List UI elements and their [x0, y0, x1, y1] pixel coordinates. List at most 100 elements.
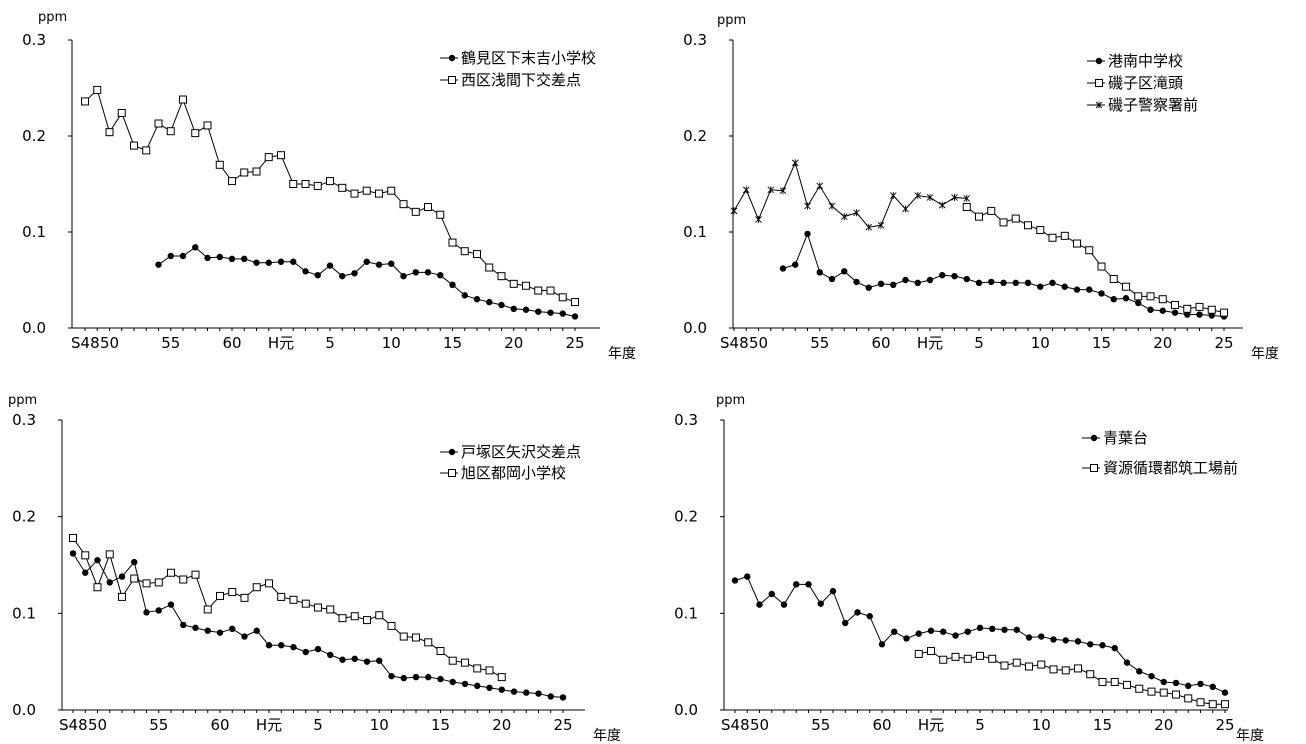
- data-point-series-1: [339, 657, 345, 663]
- data-point-series-1: [732, 577, 738, 583]
- data-point-series-2: [988, 207, 995, 214]
- x-tick-label: 55: [149, 716, 168, 734]
- data-point-series-1: [853, 279, 859, 285]
- y-tick-label: 0.1: [12, 604, 36, 622]
- legend-marker: [1091, 465, 1098, 472]
- data-point-series-2: [131, 142, 138, 149]
- data-point-series-2: [278, 593, 285, 600]
- data-point-series-1: [339, 273, 345, 279]
- asterisk-stroke: [866, 224, 872, 230]
- x-unit-label: 年度: [1236, 728, 1264, 744]
- data-point-series-2: [1148, 688, 1155, 695]
- data-point-series-1: [1147, 307, 1153, 313]
- data-point-series-2: [1038, 661, 1045, 668]
- data-point-series-2: [1098, 263, 1105, 270]
- x-unit-label: 年度: [593, 728, 621, 744]
- data-point-series-2: [1086, 247, 1093, 254]
- data-point-series-1: [879, 641, 885, 647]
- x-tick-label: 15: [1092, 334, 1111, 352]
- data-point-series-1: [965, 629, 971, 635]
- data-point-series-1: [977, 625, 983, 631]
- legend-label: 青葉台: [1103, 429, 1148, 447]
- asterisk-stroke: [731, 208, 737, 214]
- data-point-series-2: [339, 615, 346, 622]
- data-point-series-1: [829, 276, 835, 282]
- data-point-series-2: [241, 594, 248, 601]
- data-point-series-2: [327, 178, 334, 185]
- data-point-series-1: [988, 279, 994, 285]
- series-line-2: [73, 538, 502, 677]
- x-tick-label: 25: [1215, 716, 1234, 734]
- asterisk-stroke: [903, 206, 909, 212]
- data-point-series-2: [106, 551, 113, 558]
- data-point-series-3: [841, 213, 847, 220]
- series-line-2: [967, 207, 1224, 313]
- legend-label: 戸塚区矢沢交差点: [461, 443, 581, 461]
- y-tick-label: 0.3: [12, 411, 36, 429]
- data-point-series-1: [266, 642, 272, 648]
- x-tick-label: 10: [370, 716, 389, 734]
- data-point-series-1: [192, 244, 198, 250]
- data-point-series-2: [351, 190, 358, 197]
- data-point-series-2: [168, 569, 175, 576]
- data-point-series-1: [376, 658, 382, 664]
- asterisk-stroke: [1096, 102, 1102, 108]
- legend-label: 磯子区滝頭: [1108, 74, 1183, 92]
- data-point-series-1: [511, 688, 517, 694]
- data-point-series-2: [1001, 662, 1008, 669]
- data-point-series-1: [1086, 286, 1092, 292]
- x-tick-label: 20: [492, 716, 511, 734]
- data-point-series-3: [731, 207, 737, 214]
- data-point-series-2: [253, 584, 260, 591]
- data-point-series-1: [425, 269, 431, 275]
- data-point-series-1: [82, 570, 88, 576]
- data-point-series-1: [143, 609, 149, 615]
- x-tick-label: 25: [553, 716, 572, 734]
- data-point-series-2: [486, 667, 493, 674]
- data-point-series-2: [412, 208, 419, 215]
- data-point-series-1: [854, 609, 860, 615]
- data-point-series-2: [363, 187, 370, 194]
- data-point-series-2: [523, 282, 530, 289]
- data-point-series-1: [499, 687, 505, 693]
- x-tick-label: 15: [1093, 716, 1112, 734]
- legend-marker: [1091, 435, 1097, 441]
- series-line-1: [73, 553, 563, 697]
- data-point-series-1: [781, 601, 787, 607]
- data-point-series-1: [560, 694, 566, 700]
- data-point-series-3: [939, 202, 945, 209]
- data-point-series-1: [1161, 679, 1167, 685]
- data-point-series-1: [927, 277, 933, 283]
- asterisk-stroke: [792, 160, 798, 166]
- data-point-series-2: [1197, 699, 1204, 706]
- x-tick-label: H元: [918, 716, 944, 734]
- data-point-series-2: [400, 201, 407, 208]
- data-point-series-1: [1222, 689, 1228, 695]
- x-tick-label: S48: [720, 334, 749, 352]
- x-tick-label: 55: [161, 334, 180, 352]
- data-point-series-2: [119, 593, 126, 600]
- data-point-series-1: [915, 280, 921, 286]
- data-point-series-3: [964, 195, 970, 202]
- data-point-series-3: [768, 186, 774, 193]
- x-tick-label: 60: [222, 334, 241, 352]
- asterisk-stroke: [878, 222, 884, 228]
- x-tick-label: 20: [504, 334, 523, 352]
- data-point-series-2: [192, 130, 199, 137]
- data-point-series-1: [928, 628, 934, 634]
- data-point-series-2: [155, 579, 162, 586]
- data-point-series-2: [1037, 227, 1044, 234]
- data-point-series-2: [915, 650, 922, 657]
- x-tick-label: 60: [210, 716, 229, 734]
- data-point-series-1: [547, 309, 553, 315]
- x-tick-label: 60: [872, 716, 891, 734]
- data-point-series-1: [817, 269, 823, 275]
- data-point-series-2: [1026, 663, 1033, 670]
- data-point-series-1: [290, 644, 296, 650]
- data-point-series-2: [1135, 293, 1142, 300]
- data-point-series-1: [1099, 642, 1105, 648]
- asterisk-stroke: [731, 208, 737, 214]
- asterisk-stroke: [866, 224, 872, 230]
- x-tick-label: S48: [721, 716, 750, 734]
- y-tick-label: 0.2: [674, 508, 698, 526]
